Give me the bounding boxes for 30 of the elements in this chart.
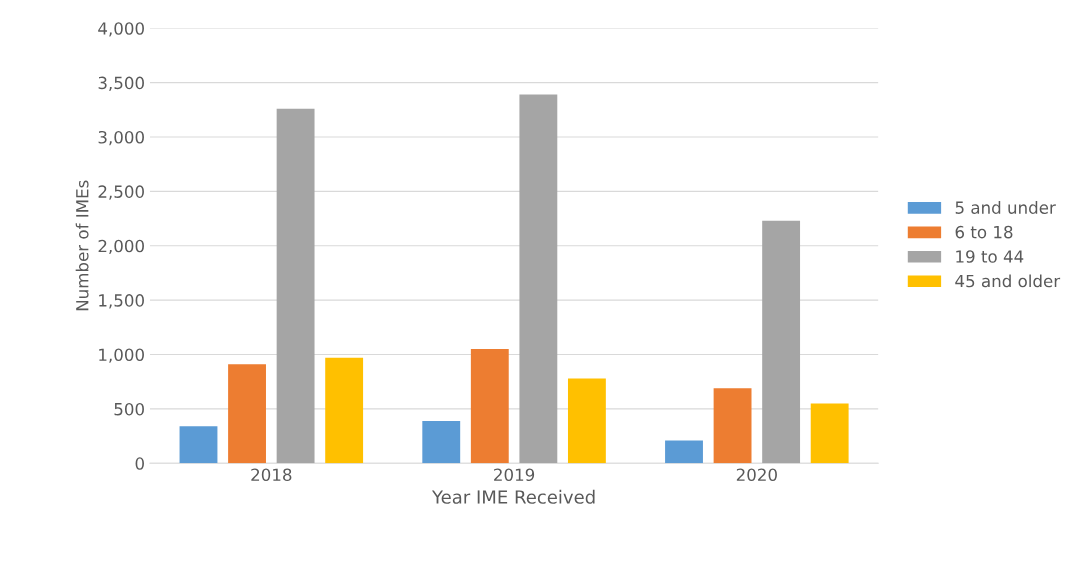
y-tick-label: 500: [114, 402, 144, 416]
bar: [422, 420, 461, 464]
y-tick-label: 2,000: [98, 239, 144, 255]
bar: [276, 108, 315, 464]
y-tick-label: 1,500: [99, 294, 144, 309]
bar: [179, 426, 218, 464]
legend-label: 45 and older: [955, 274, 1061, 288]
legend-label: 5 and under: [955, 201, 1056, 214]
y-tick-label: 0: [135, 457, 144, 470]
legend-label: 19 to 44: [956, 250, 1024, 263]
y-axis-title: Number of IMEs: [75, 180, 89, 311]
x-tick-label: 2020: [736, 468, 777, 482]
y-tick-label: 1,000: [99, 348, 144, 363]
bar: [762, 220, 801, 464]
legend-label: 6 to 18: [955, 225, 1013, 239]
bar: [665, 440, 703, 464]
x-tick-label: 2019: [494, 468, 535, 482]
bar: [470, 349, 509, 464]
x-tick-label: 2018: [251, 468, 292, 482]
y-tick-label: 2,500: [98, 185, 144, 200]
y-tick-label: 3,500: [98, 76, 144, 91]
y-tick-label: 3,000: [98, 130, 144, 146]
y-tick-label: 4,000: [98, 22, 144, 37]
bar: [228, 364, 266, 464]
x-axis-title: Year IME Received: [431, 489, 595, 504]
bar: [519, 94, 558, 464]
bar: [325, 357, 364, 464]
bar: [810, 403, 849, 464]
bar: [567, 378, 606, 464]
bar: [713, 388, 752, 464]
